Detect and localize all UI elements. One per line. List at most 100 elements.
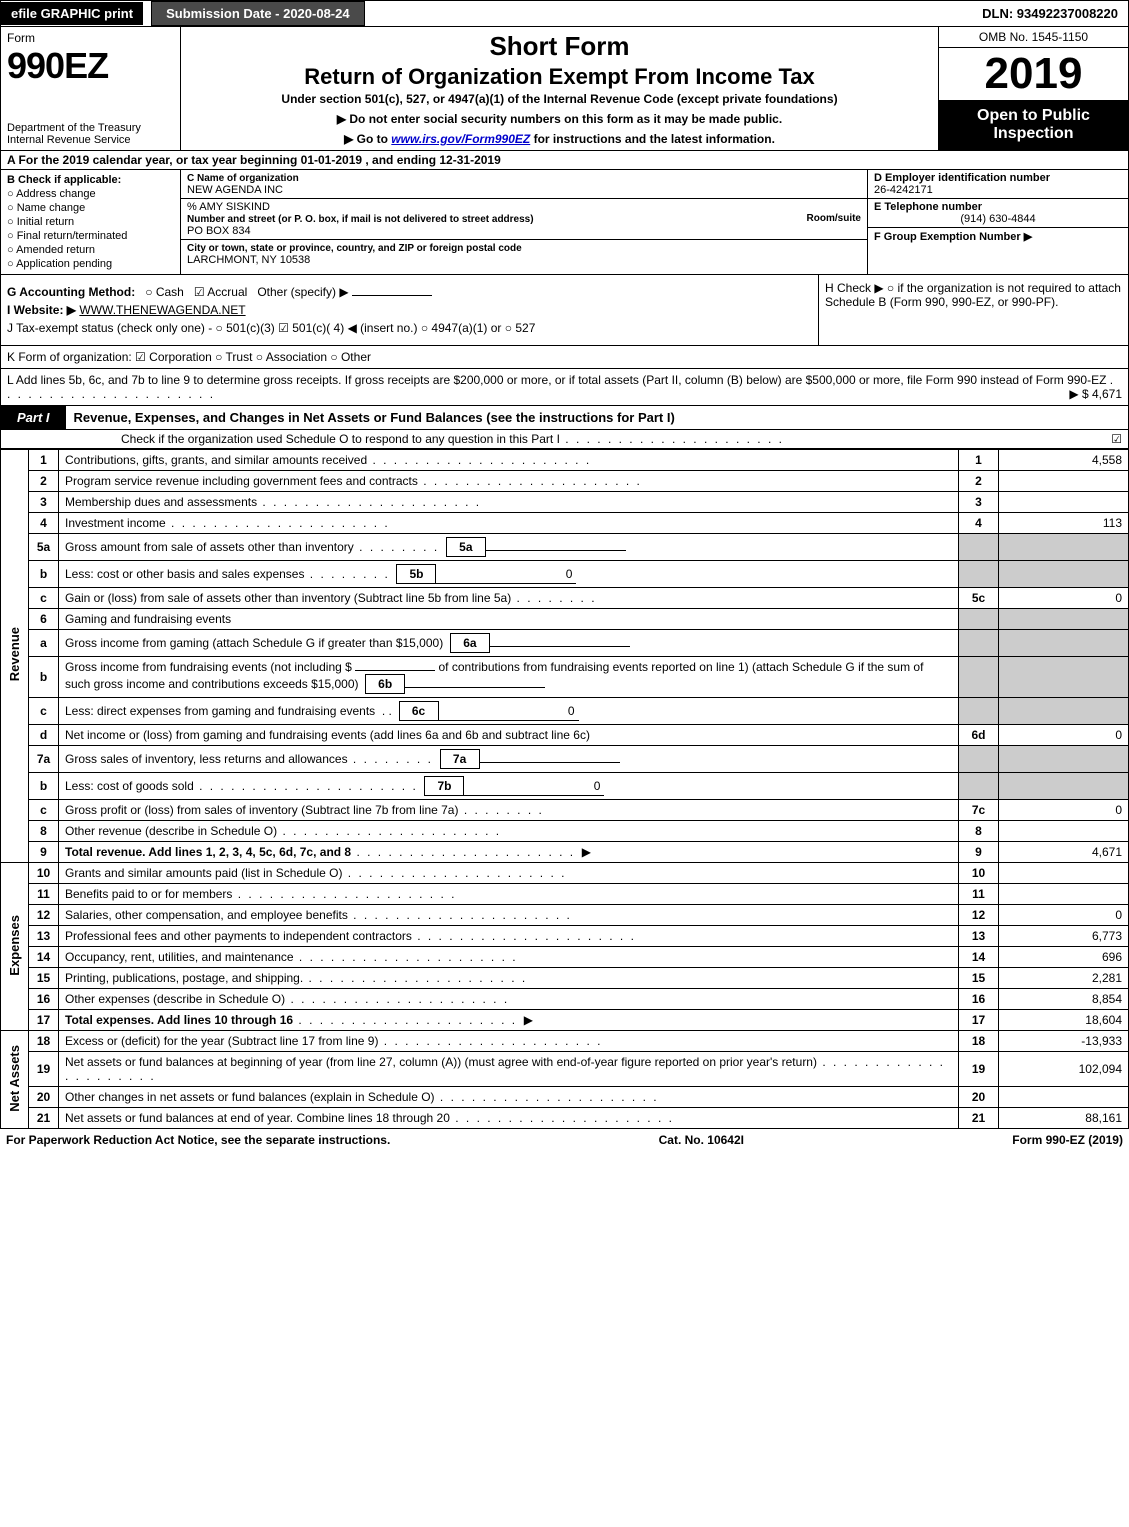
dln-label: DLN: 93492237008220 bbox=[972, 2, 1128, 25]
street-label: Number and street (or P. O. box, if mail… bbox=[187, 214, 534, 225]
line-20: 20 Other changes in net assets or fund b… bbox=[1, 1087, 1129, 1108]
street-address: PO BOX 834 bbox=[187, 225, 251, 237]
form-number: 990EZ bbox=[7, 45, 174, 87]
line-18: Net Assets 18 Excess or (deficit) for th… bbox=[1, 1031, 1129, 1052]
line-7b: b Less: cost of goods sold 7b0 bbox=[1, 773, 1129, 800]
org-name-label: C Name of organization bbox=[187, 173, 299, 184]
under-section: Under section 501(c), 527, or 4947(a)(1)… bbox=[189, 92, 930, 106]
efile-label: efile GRAPHIC print bbox=[1, 2, 143, 25]
part1-tab: Part I bbox=[1, 406, 66, 429]
check-final-return[interactable]: Final return/terminated bbox=[7, 230, 174, 242]
accrual-checkbox[interactable]: Accrual bbox=[194, 285, 247, 299]
col-b-label: B Check if applicable: bbox=[7, 174, 174, 186]
line-5a: 5a Gross amount from sale of assets othe… bbox=[1, 534, 1129, 561]
line-21: 21 Net assets or fund balances at end of… bbox=[1, 1108, 1129, 1129]
lines-table: Revenue 1 Contributions, gifts, grants, … bbox=[0, 449, 1129, 1129]
header-left: Form 990EZ Department of the Treasury In… bbox=[1, 27, 181, 150]
city-label: City or town, state or province, country… bbox=[187, 243, 522, 254]
check-address-change[interactable]: Address change bbox=[7, 188, 174, 200]
accounting-method: G Accounting Method: Cash Accrual Other … bbox=[7, 285, 812, 299]
line-7a: 7a Gross sales of inventory, less return… bbox=[1, 746, 1129, 773]
line-6c: c Less: direct expenses from gaming and … bbox=[1, 698, 1129, 725]
part1-header: Part I Revenue, Expenses, and Changes in… bbox=[0, 406, 1129, 430]
top-bar-left: efile GRAPHIC print Submission Date - 20… bbox=[1, 1, 365, 26]
page-footer: For Paperwork Reduction Act Notice, see … bbox=[0, 1129, 1129, 1151]
city-row: City or town, state or province, country… bbox=[181, 240, 867, 268]
line-11: 11 Benefits paid to or for members 11 bbox=[1, 884, 1129, 905]
check-name-change[interactable]: Name change bbox=[7, 202, 174, 214]
line-6: 6 Gaming and fundraising events bbox=[1, 609, 1129, 630]
line-16: 16 Other expenses (describe in Schedule … bbox=[1, 989, 1129, 1010]
other-specify-input[interactable] bbox=[352, 295, 432, 296]
footer-center: Cat. No. 10642I bbox=[659, 1133, 744, 1147]
website-row: I Website: ▶ WWW.THENEWAGENDA.NET bbox=[7, 303, 812, 317]
return-title: Return of Organization Exempt From Incom… bbox=[189, 64, 930, 90]
line-10: Expenses 10 Grants and similar amounts p… bbox=[1, 863, 1129, 884]
phone-row: E Telephone number (914) 630-4844 bbox=[868, 199, 1128, 228]
netassets-side-label: Net Assets bbox=[1, 1031, 29, 1129]
org-name: NEW AGENDA INC bbox=[187, 184, 283, 196]
line-6b: b Gross income from fundraising events (… bbox=[1, 657, 1129, 698]
irs-link[interactable]: www.irs.gov/Form990EZ bbox=[391, 132, 530, 146]
line-9: 9 Total revenue. Add lines 1, 2, 3, 4, 5… bbox=[1, 842, 1129, 863]
part1-sub: Check if the organization used Schedule … bbox=[0, 430, 1129, 449]
ssn-warning: ▶ Do not enter social security numbers o… bbox=[189, 112, 930, 126]
part1-title: Revenue, Expenses, and Changes in Net As… bbox=[66, 406, 1128, 429]
check-application-pending[interactable]: Application pending bbox=[7, 258, 174, 270]
care-of-row: % AMY SISKIND Number and street (or P. O… bbox=[181, 199, 867, 240]
line-2: 2 Program service revenue including gove… bbox=[1, 471, 1129, 492]
col-def: D Employer identification number 26-4242… bbox=[868, 170, 1128, 274]
cash-checkbox[interactable]: Cash bbox=[145, 285, 184, 299]
line-5b: b Less: cost or other basis and sales ex… bbox=[1, 561, 1129, 588]
line-1: Revenue 1 Contributions, gifts, grants, … bbox=[1, 450, 1129, 471]
sec-h: H Check ▶ ○ if the organization is not r… bbox=[818, 275, 1128, 345]
other-specify: Other (specify) ▶ bbox=[257, 285, 348, 299]
line-19: 19 Net assets or fund balances at beginn… bbox=[1, 1052, 1129, 1087]
city-value: LARCHMONT, NY 10538 bbox=[187, 254, 310, 266]
section-l-gross-receipts: L Add lines 5b, 6c, and 7b to line 9 to … bbox=[0, 369, 1129, 406]
form-label: Form bbox=[7, 31, 174, 45]
line-14: 14 Occupancy, rent, utilities, and maint… bbox=[1, 947, 1129, 968]
website-link[interactable]: WWW.THENEWAGENDA.NET bbox=[79, 303, 245, 317]
group-exemption-label: F Group Exemption Number ▶ bbox=[874, 231, 1032, 243]
check-amended-return[interactable]: Amended return bbox=[7, 244, 174, 256]
header-right: OMB No. 1545-1150 2019 Open to Public In… bbox=[938, 27, 1128, 150]
form-header: Form 990EZ Department of the Treasury In… bbox=[0, 27, 1129, 151]
short-form-title: Short Form bbox=[189, 31, 930, 62]
open-to-public: Open to Public Inspection bbox=[939, 101, 1128, 150]
goto-pre: ▶ Go to bbox=[344, 132, 391, 146]
ein-value: 26-4242171 bbox=[874, 184, 933, 196]
group-exemption-row: F Group Exemption Number ▶ bbox=[868, 228, 1128, 245]
submission-date-button[interactable]: Submission Date - 2020-08-24 bbox=[151, 1, 365, 26]
line-13: 13 Professional fees and other payments … bbox=[1, 926, 1129, 947]
sec-l-amount: ▶ $ 4,671 bbox=[1069, 387, 1122, 401]
tax-year: 2019 bbox=[939, 48, 1128, 101]
line-6a: a Gross income from gaming (attach Sched… bbox=[1, 630, 1129, 657]
top-bar: efile GRAPHIC print Submission Date - 20… bbox=[0, 0, 1129, 27]
part1-sub-check[interactable]: ☑ bbox=[1111, 432, 1122, 446]
line-6d: d Net income or (loss) from gaming and f… bbox=[1, 725, 1129, 746]
line-12: 12 Salaries, other compensation, and emp… bbox=[1, 905, 1129, 926]
col-c-org-info: C Name of organization NEW AGENDA INC % … bbox=[181, 170, 868, 274]
phone-value: (914) 630-4844 bbox=[874, 213, 1122, 225]
omb-number: OMB No. 1545-1150 bbox=[939, 27, 1128, 48]
care-of: % AMY SISKIND bbox=[187, 201, 270, 213]
section-ghij: G Accounting Method: Cash Accrual Other … bbox=[0, 275, 1129, 346]
footer-left: For Paperwork Reduction Act Notice, see … bbox=[6, 1133, 390, 1147]
line-15: 15 Printing, publications, postage, and … bbox=[1, 968, 1129, 989]
goto-line: ▶ Go to www.irs.gov/Form990EZ for instru… bbox=[189, 132, 930, 146]
sec-g-left: G Accounting Method: Cash Accrual Other … bbox=[1, 275, 818, 345]
org-name-row: C Name of organization NEW AGENDA INC bbox=[181, 170, 867, 199]
line-7c: c Gross profit or (loss) from sales of i… bbox=[1, 800, 1129, 821]
check-initial-return[interactable]: Initial return bbox=[7, 216, 174, 228]
ein-row: D Employer identification number 26-4242… bbox=[868, 170, 1128, 199]
expenses-side-label: Expenses bbox=[1, 863, 29, 1031]
sec-l-text: L Add lines 5b, 6c, and 7b to line 9 to … bbox=[7, 373, 1106, 387]
header-center: Short Form Return of Organization Exempt… bbox=[181, 27, 938, 150]
line-5c: c Gain or (loss) from sale of assets oth… bbox=[1, 588, 1129, 609]
section-k-form-org: K Form of organization: ☑ Corporation ○ … bbox=[0, 346, 1129, 369]
room-label: Room/suite bbox=[807, 213, 861, 224]
line-4: 4 Investment income 4 113 bbox=[1, 513, 1129, 534]
goto-post: for instructions and the latest informat… bbox=[530, 132, 775, 146]
phone-label: E Telephone number bbox=[874, 201, 982, 213]
